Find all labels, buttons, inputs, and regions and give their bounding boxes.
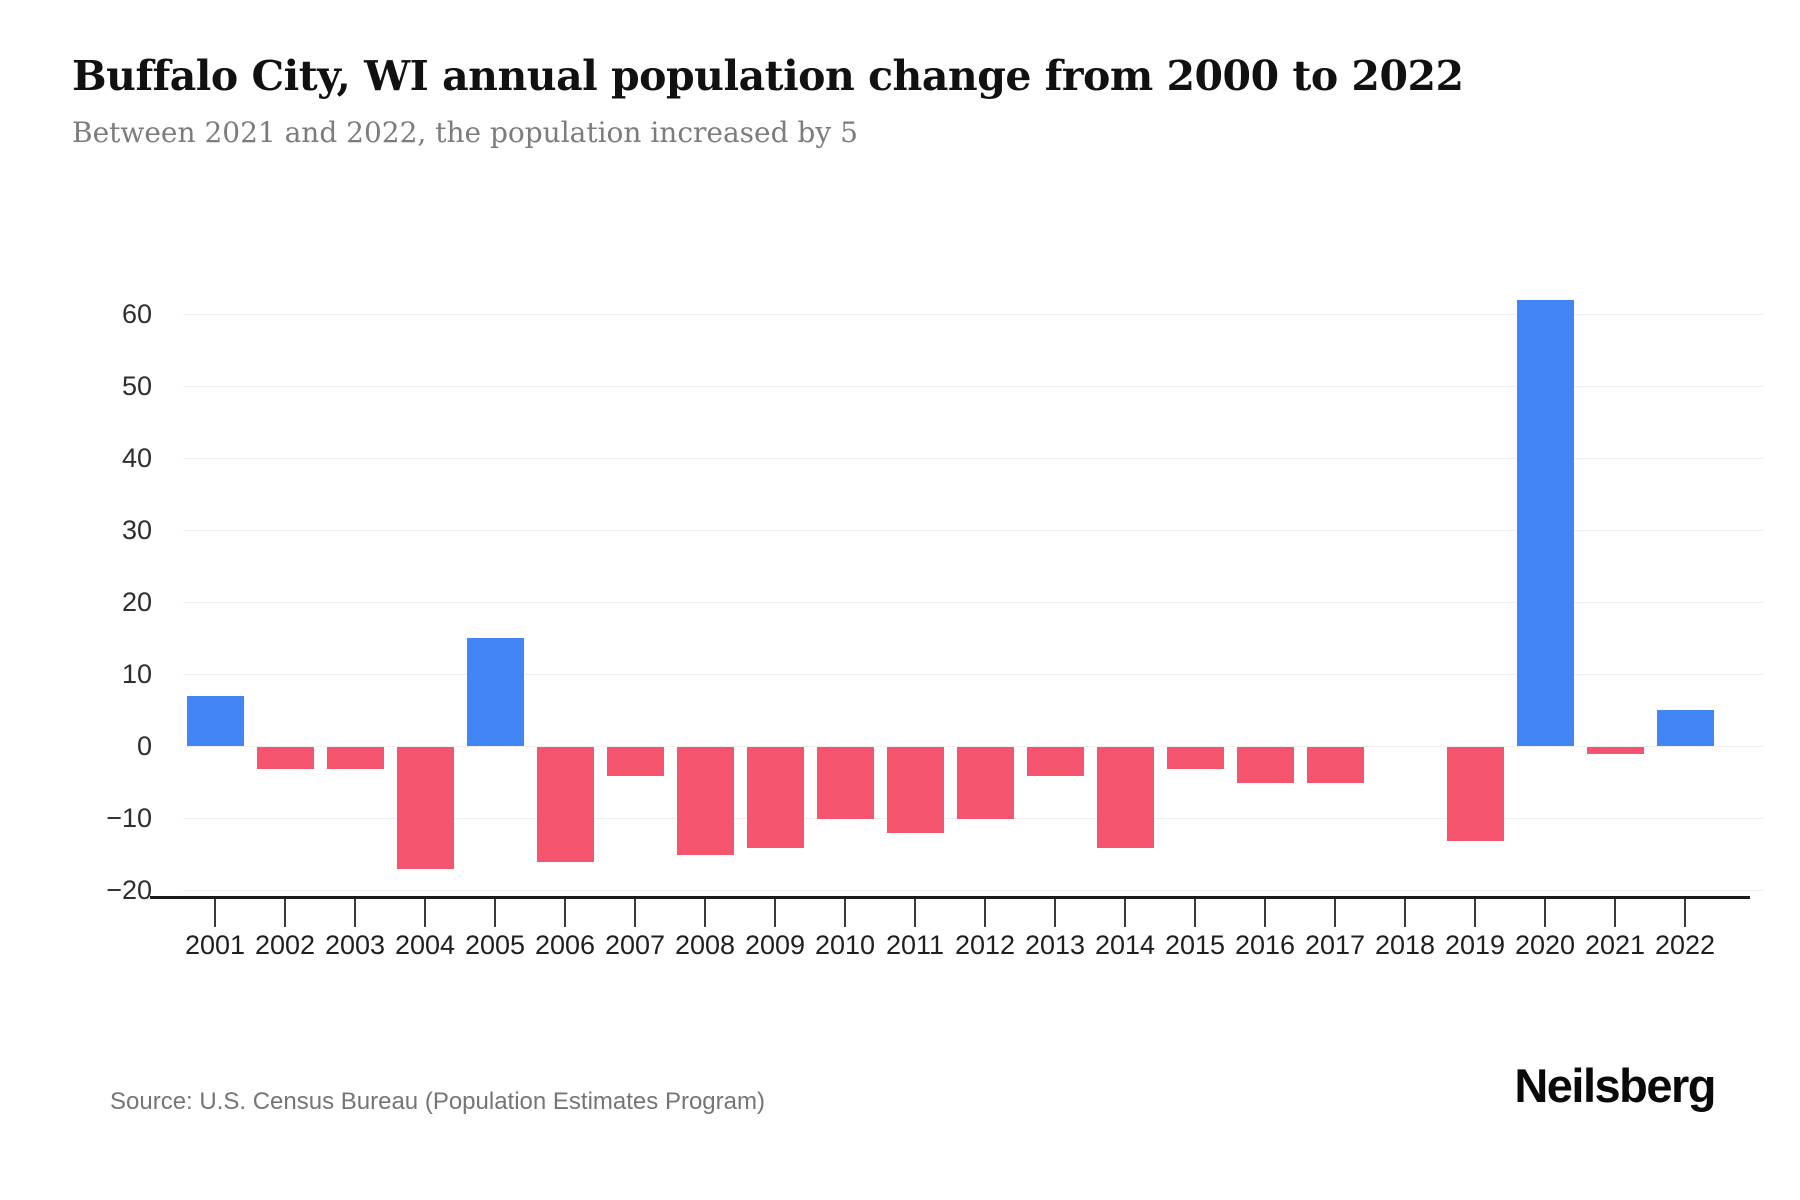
x-tick-2015	[1194, 899, 1196, 927]
y-tick-label-30: 30	[121, 515, 152, 545]
bar-2001[interactable]	[187, 696, 244, 746]
x-tick-label-2009: 2009	[744, 930, 806, 960]
gridline--20	[183, 890, 1763, 891]
gridline-60	[183, 314, 1763, 315]
x-tick-2014	[1124, 899, 1126, 927]
chart-subtitle: Between 2021 and 2022, the population in…	[72, 116, 858, 149]
x-tick-2007	[634, 899, 636, 927]
y-tick-label-10: 10	[121, 659, 152, 689]
neilsberg-logo: Neilsberg	[1514, 1059, 1716, 1112]
x-tick-label-2011: 2011	[885, 930, 945, 960]
x-tick-2022	[1684, 899, 1686, 927]
x-tick-2001	[214, 899, 216, 927]
x-tick-label-2019: 2019	[1444, 930, 1506, 960]
x-tick-label-2008: 2008	[674, 930, 736, 960]
bar-2003[interactable]	[327, 747, 384, 769]
y-tick-label-0: 0	[136, 731, 152, 761]
bar-2011[interactable]	[887, 747, 944, 833]
bar-2004[interactable]	[397, 747, 454, 869]
bar-2002[interactable]	[257, 747, 314, 769]
x-tick-2004	[424, 899, 426, 927]
bar-2008[interactable]	[677, 747, 734, 855]
x-tick-2010	[844, 899, 846, 927]
bar-2016[interactable]	[1237, 747, 1294, 783]
y-tick-label-60: 60	[121, 299, 152, 329]
x-tick-2008	[704, 899, 706, 927]
bar-2013[interactable]	[1027, 747, 1084, 776]
x-tick-2009	[774, 899, 776, 927]
bar-2012[interactable]	[957, 747, 1014, 819]
bar-2009[interactable]	[747, 747, 804, 848]
x-tick-label-2017: 2017	[1304, 930, 1366, 960]
bar-2020[interactable]	[1517, 300, 1574, 746]
bar-2022[interactable]	[1657, 710, 1714, 746]
y-tick-label-40: 40	[121, 443, 152, 473]
x-tick-2002	[284, 899, 286, 927]
x-tick-label-2010: 2010	[814, 930, 876, 960]
x-tick-label-2007: 2007	[604, 930, 666, 960]
gridline-10	[183, 674, 1763, 675]
gridline-40	[183, 458, 1763, 459]
x-axis-line	[150, 896, 1750, 899]
x-tick-2016	[1264, 899, 1266, 927]
x-tick-label-2014: 2014	[1094, 930, 1156, 960]
x-tick-2006	[564, 899, 566, 927]
bar-2015[interactable]	[1167, 747, 1224, 769]
y-tick-label--20: −20	[106, 875, 152, 905]
gridline-30	[183, 530, 1763, 531]
source-note: Source: U.S. Census Bureau (Population E…	[110, 1088, 765, 1115]
x-tick-label-2015: 2015	[1164, 930, 1226, 960]
x-tick-label-2018: 2018	[1374, 930, 1436, 960]
x-tick-2017	[1334, 899, 1336, 927]
x-tick-label-2003: 2003	[324, 930, 386, 960]
bar-2017[interactable]	[1307, 747, 1364, 783]
gridline-50	[183, 386, 1763, 387]
x-tick-2019	[1474, 899, 1476, 927]
x-tick-2005	[494, 899, 496, 927]
x-tick-2012	[984, 899, 986, 927]
x-tick-label-2013: 2013	[1024, 930, 1086, 960]
x-tick-label-2021: 2021	[1584, 930, 1646, 960]
gridline-20	[183, 602, 1763, 603]
bar-2006[interactable]	[537, 747, 594, 862]
x-tick-label-2022: 2022	[1654, 930, 1716, 960]
x-tick-2003	[354, 899, 356, 927]
x-tick-label-2012: 2012	[954, 930, 1016, 960]
y-tick-label-50: 50	[121, 371, 152, 401]
x-tick-2013	[1054, 899, 1056, 927]
x-tick-label-2020: 2020	[1514, 930, 1576, 960]
annual-population-change-bar-chart: 60 50 40 30 20 10 0 −10 −20 2001 2002 2003 2004 2005…	[106, 299, 1763, 960]
x-tick-label-2004: 2004	[394, 930, 456, 960]
bar-2007[interactable]	[607, 747, 664, 776]
x-tick-label-2016: 2016	[1234, 930, 1296, 960]
bar-2010[interactable]	[817, 747, 874, 819]
x-tick-label-2006: 2006	[534, 930, 596, 960]
y-tick-label-20: 20	[121, 587, 152, 617]
bar-2005[interactable]	[467, 638, 524, 746]
x-tick-2018	[1404, 899, 1406, 927]
gridline-0	[183, 746, 1763, 747]
x-tick-2011	[914, 899, 916, 927]
x-tick-label-2002: 2002	[254, 930, 316, 960]
bar-2021[interactable]	[1587, 747, 1644, 754]
y-tick-label--10: −10	[106, 803, 152, 833]
bar-2019[interactable]	[1447, 747, 1504, 841]
x-tick-2021	[1614, 899, 1616, 927]
x-tick-2020	[1544, 899, 1546, 927]
x-tick-label-2005: 2005	[464, 930, 526, 960]
bar-2014[interactable]	[1097, 747, 1154, 848]
x-tick-label-2001: 2001	[184, 930, 246, 960]
chart-title: Buffalo City, WI annual population chang…	[72, 52, 1464, 100]
